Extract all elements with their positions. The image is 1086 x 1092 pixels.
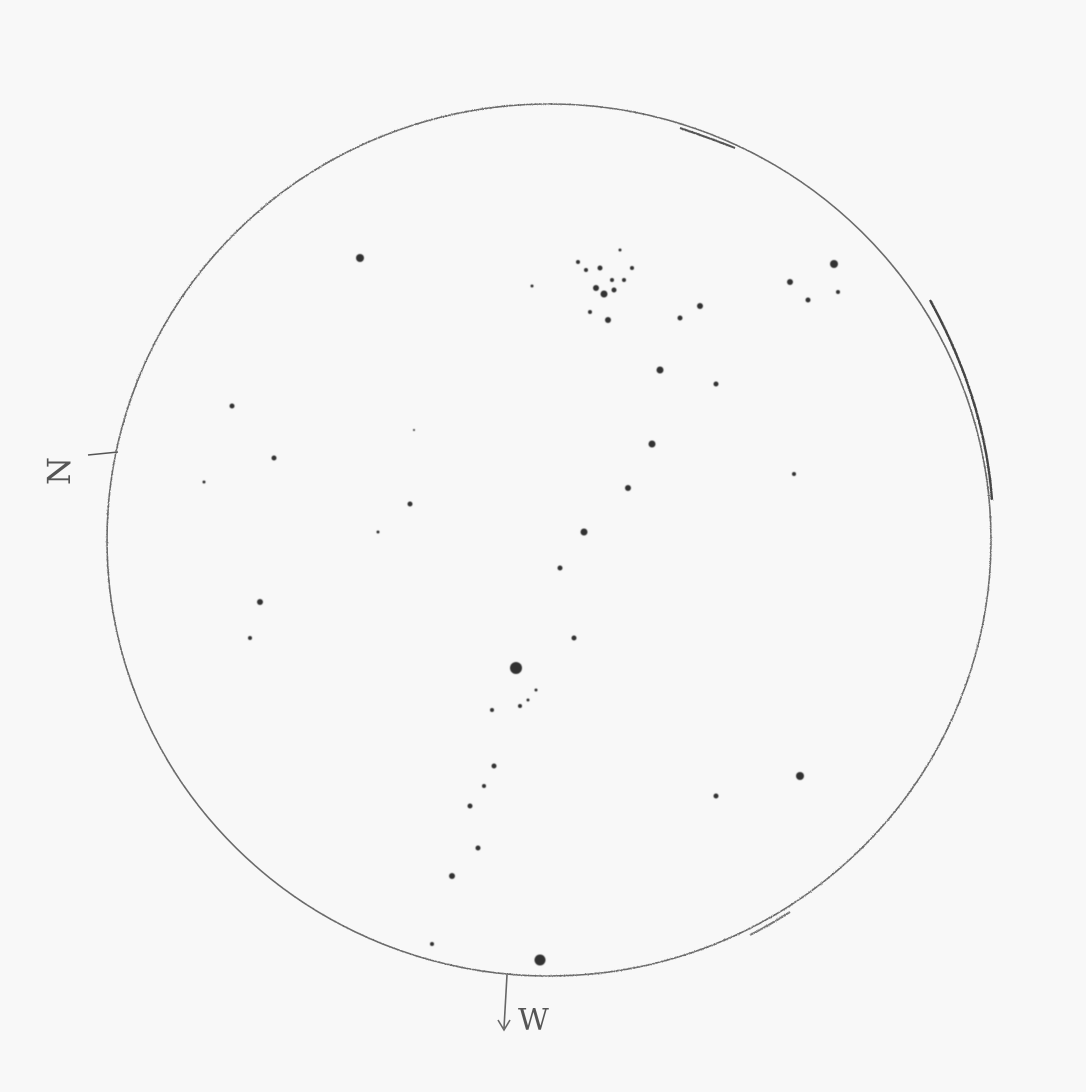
star — [475, 845, 481, 851]
west-arrow-head — [497, 1019, 511, 1032]
star — [526, 698, 530, 702]
star — [593, 285, 599, 291]
field-edge-mark-bottom — [749, 911, 791, 936]
star — [836, 290, 840, 294]
west-label: W — [518, 1003, 549, 1038]
star — [697, 303, 703, 309]
star — [630, 266, 634, 270]
star — [356, 254, 364, 262]
star — [576, 260, 580, 264]
star — [610, 278, 614, 282]
star — [656, 366, 664, 374]
star — [618, 248, 622, 252]
star — [271, 455, 277, 461]
star — [713, 793, 719, 799]
north-marker: N — [40, 451, 119, 485]
star — [571, 635, 577, 641]
star — [257, 599, 263, 605]
star — [557, 565, 563, 571]
star — [534, 954, 546, 966]
star — [490, 708, 494, 712]
star — [605, 317, 611, 323]
star — [413, 429, 415, 431]
star — [407, 501, 413, 507]
star — [491, 763, 497, 769]
field-of-view-group — [106, 103, 994, 977]
star — [622, 278, 626, 282]
star — [580, 528, 588, 536]
star — [467, 803, 473, 809]
star — [229, 403, 235, 409]
star — [518, 704, 522, 708]
star — [376, 530, 380, 534]
west-marker: W — [497, 974, 549, 1038]
star — [648, 440, 656, 448]
field-edge-mark-top — [679, 127, 736, 149]
star — [530, 284, 534, 288]
star — [600, 290, 608, 298]
star — [449, 873, 455, 879]
star-field — [202, 248, 840, 966]
star — [482, 784, 486, 788]
star — [202, 480, 206, 484]
star — [248, 636, 252, 640]
west-arrow-shaft — [503, 974, 508, 1029]
star — [787, 279, 793, 285]
star — [584, 268, 588, 272]
field-edge-shading — [928, 299, 994, 501]
star — [792, 472, 796, 476]
star — [805, 297, 811, 303]
star — [597, 265, 603, 271]
star — [796, 772, 804, 780]
star — [588, 310, 592, 314]
star — [713, 381, 719, 387]
star — [510, 662, 522, 674]
star — [611, 287, 617, 293]
field-of-view-circle — [106, 103, 992, 977]
star — [534, 688, 538, 692]
star — [830, 260, 838, 268]
north-tick — [87, 451, 119, 456]
star — [677, 315, 683, 321]
star — [430, 942, 434, 946]
star — [625, 485, 631, 491]
north-label: N — [40, 457, 78, 485]
